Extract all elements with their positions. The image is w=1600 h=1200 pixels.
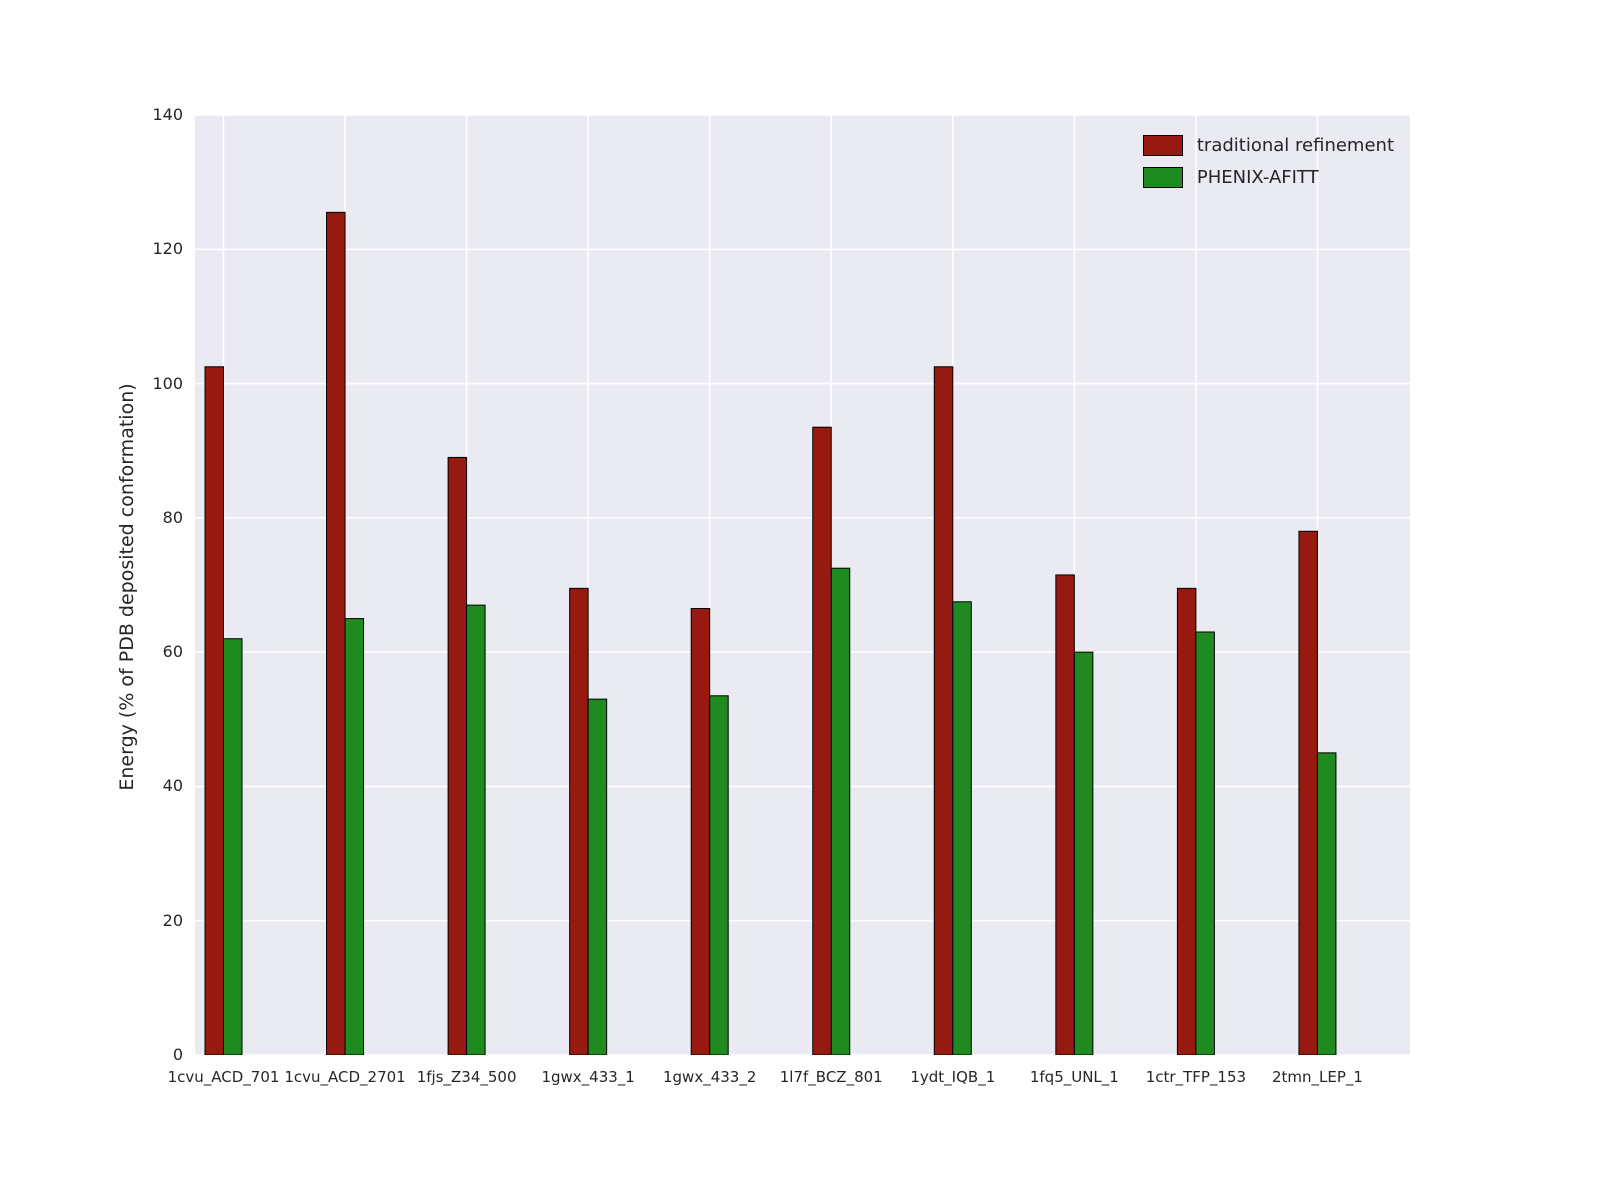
y-tick-label: 0 [172, 1045, 183, 1064]
bar-afitt-1cvu_ACD_2701 [344, 618, 365, 1055]
x-tick-label: 1ydt_IQB_1 [910, 1068, 996, 1086]
x-tick-label: 1fjs_Z34_500 [416, 1068, 517, 1086]
y-tick-label: 40 [162, 776, 183, 796]
bar-traditional-1gwx_433_1 [569, 587, 589, 1055]
x-tick-label: 1gwx_433_2 [662, 1068, 757, 1086]
bar-traditional-1gwx_433_2 [690, 608, 711, 1055]
bar-traditional-1fjs_Z34_500 [447, 456, 468, 1055]
bar-traditional-1cvu_ACD_2701 [326, 211, 346, 1055]
x-tick-label: 2tmn_LEP_1 [1271, 1068, 1363, 1086]
legend-label-phenix-afitt: PHENIX-AFITT [1196, 167, 1319, 188]
legend: traditional refinement PHENIX-AFITT [1142, 135, 1394, 188]
y-tick-label: 120 [152, 239, 183, 259]
y-tick-label: 20 [162, 910, 183, 930]
y-tick-label: 100 [152, 373, 183, 393]
x-tick-label: 1gwx_433_1 [541, 1068, 635, 1086]
x-tick-label: 1cvu_ACD_2701 [284, 1068, 406, 1086]
x-tick-label: 1fq5_UNL_1 [1029, 1068, 1119, 1086]
x-tick-label: 1cvu_ACD_701 [167, 1068, 280, 1086]
bar-afitt-1gwx_433_1 [587, 698, 608, 1055]
bar-afitt-1fq5_UNL_1 [1073, 651, 1094, 1055]
bar-afitt-1fjs_Z34_500 [466, 604, 486, 1055]
x-tick-label: 1ctr_TFP_153 [1145, 1068, 1247, 1086]
bar-traditional-1ctr_TFP_153 [1176, 587, 1197, 1055]
y-tick-label: 60 [162, 642, 183, 662]
y-tick-label: 80 [162, 507, 183, 527]
legend-label-traditional-refinement: traditional refinement [1196, 135, 1394, 156]
bar-traditional-1fq5_UNL_1 [1055, 574, 1075, 1055]
bar-afitt-1ydt_IQB_1 [952, 601, 972, 1055]
bar-afitt-2tmn_LEP_1 [1316, 752, 1337, 1055]
legend-item-phenix-afitt: PHENIX-AFITT [1142, 167, 1394, 188]
bar-traditional-2tmn_LEP_1 [1298, 530, 1318, 1055]
legend-swatch-traditional-refinement [1142, 135, 1183, 156]
plot-area: traditional refinement PHENIX-AFITT [195, 115, 1410, 1055]
y-axis-label: Energy (% of PDB deposited conformation) [116, 383, 138, 791]
bar-afitt-1l7f_BCZ_801 [830, 567, 851, 1055]
bar-afitt-1cvu_ACD_701 [223, 638, 243, 1055]
bar-afitt-1ctr_TFP_153 [1195, 631, 1215, 1055]
bar-traditional-1l7f_BCZ_801 [812, 426, 832, 1055]
bar-traditional-1ydt_IQB_1 [933, 366, 954, 1055]
x-tick-label: 1l7f_BCZ_801 [779, 1068, 883, 1086]
legend-swatch-phenix-afitt [1142, 167, 1183, 188]
bar-traditional-1cvu_ACD_701 [204, 366, 224, 1055]
y-tick-label: 140 [152, 105, 183, 124]
legend-item-traditional-refinement: traditional refinement [1142, 135, 1394, 156]
plot-svg [195, 115, 1410, 1055]
bar-afitt-1gwx_433_2 [709, 695, 729, 1055]
